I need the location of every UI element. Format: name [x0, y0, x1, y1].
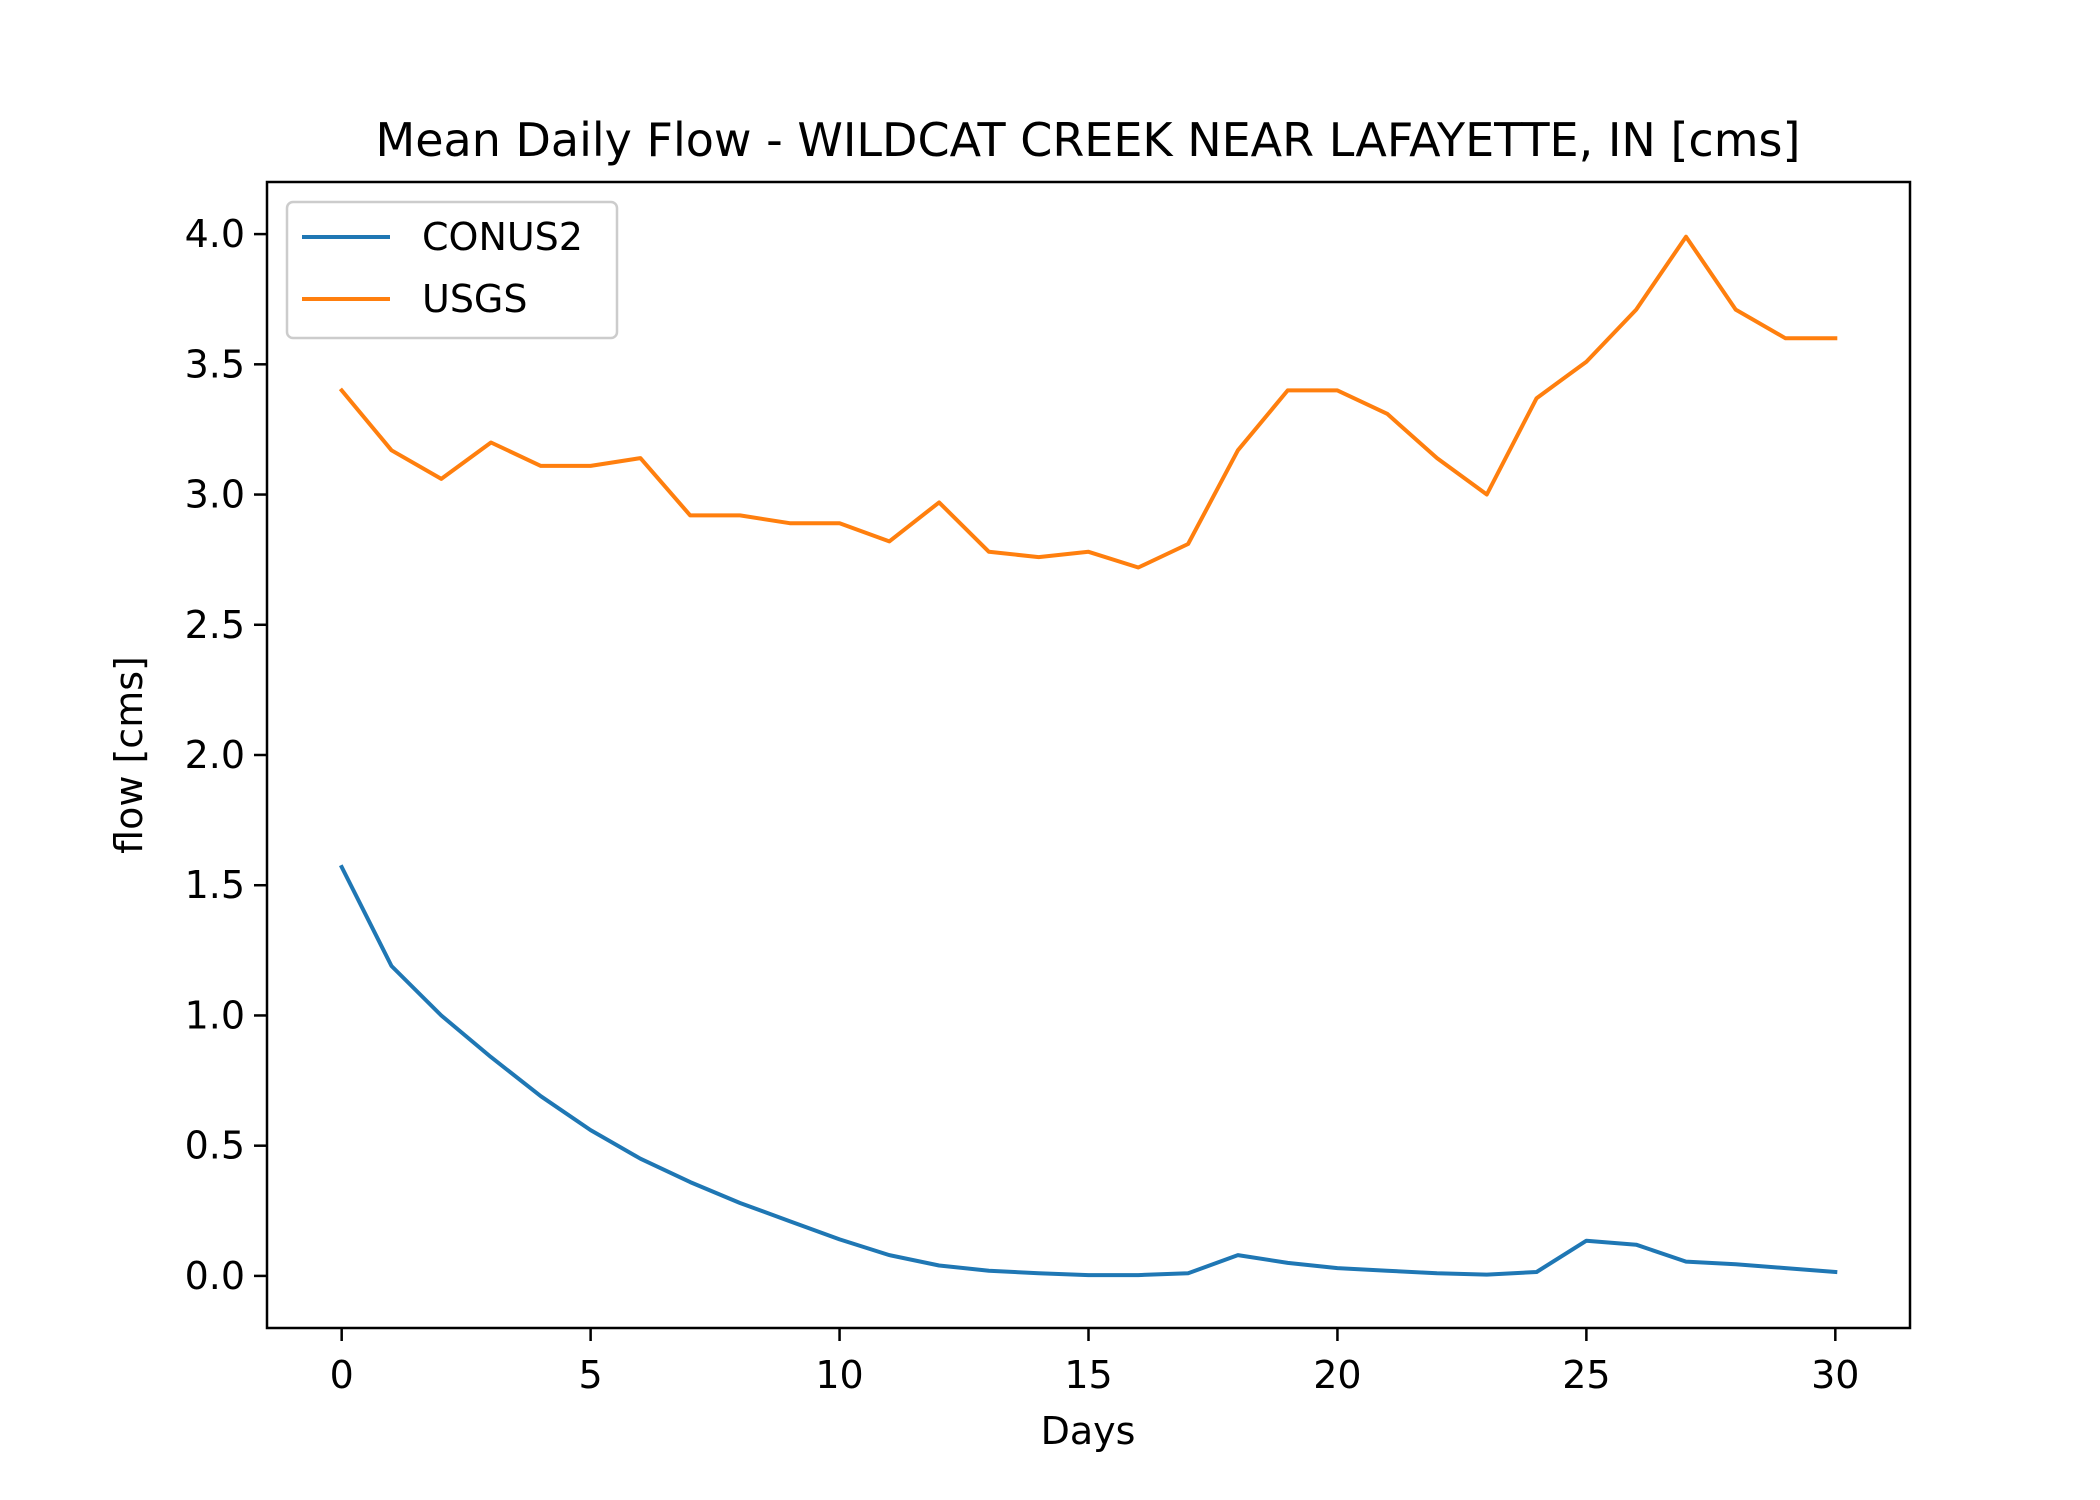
y-tick-label: 3.0: [185, 473, 245, 517]
y-tick-label: 1.0: [185, 993, 245, 1037]
x-tick-label: 25: [1562, 1353, 1610, 1397]
legend-label-conus2: CONUS2: [422, 215, 583, 259]
y-tick-label: 0.0: [185, 1254, 245, 1298]
plot-area: [338, 234, 1838, 1278]
y-tick-label: 4.0: [185, 212, 245, 256]
x-tick-label: 20: [1313, 1353, 1361, 1397]
y-tick-label: 3.5: [185, 342, 245, 386]
series-line-usgs: [338, 234, 1838, 570]
x-tick-label: 10: [815, 1353, 863, 1397]
y-axis-label: flow [cms]: [107, 656, 151, 854]
x-tick-label: 5: [579, 1353, 603, 1397]
x-axis-label: Days: [1041, 1409, 1136, 1453]
x-tick-label: 30: [1811, 1353, 1859, 1397]
series-line-conus2: [339, 864, 1838, 1278]
y-tick-label: 2.0: [185, 733, 245, 777]
y-tick-label: 2.5: [185, 603, 245, 647]
legend: CONUS2 USGS: [285, 200, 619, 340]
y-tick-label: 0.5: [185, 1124, 245, 1168]
x-tick-label: 15: [1064, 1353, 1112, 1397]
y-tick-label: 1.5: [185, 863, 245, 907]
axes-ticks: 0 5 10 15 20 25 30 0.0 0.5 1.0 1.5 2.0 2.5 3.0 3.5 4.0: [185, 212, 1860, 1397]
x-tick-label: 0: [330, 1353, 354, 1397]
legend-label-usgs: USGS: [422, 277, 528, 321]
chart-title: Mean Daily Flow - WILDCAT CREEK NEAR LAF…: [376, 113, 1801, 167]
